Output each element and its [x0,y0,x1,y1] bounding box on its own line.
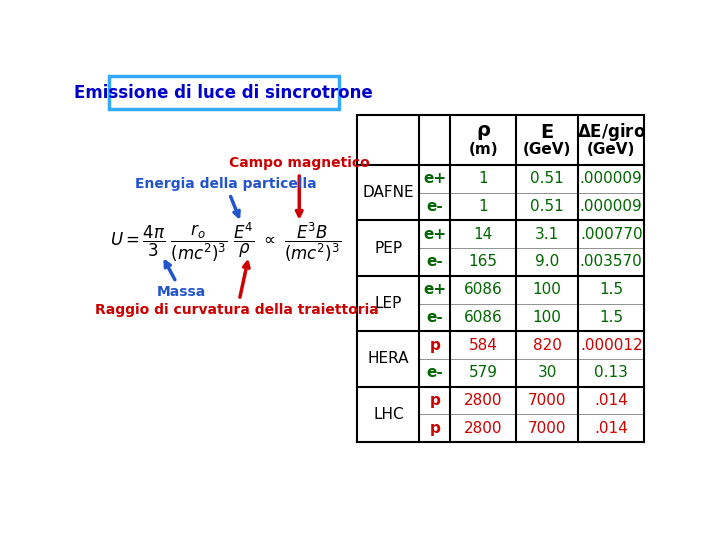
Text: e-: e- [426,254,444,269]
Text: 2800: 2800 [464,421,503,436]
Text: 7000: 7000 [528,393,567,408]
Text: 584: 584 [469,338,498,353]
Text: (GeV): (GeV) [523,141,572,157]
Text: .000012: .000012 [580,338,642,353]
Text: 1.5: 1.5 [599,310,624,325]
Text: LEP: LEP [374,296,402,311]
Text: PEP: PEP [374,240,402,255]
Text: 14: 14 [474,227,493,242]
FancyBboxPatch shape [109,76,339,110]
Text: 0.13: 0.13 [594,365,628,380]
Text: 1: 1 [479,199,488,214]
Text: (GeV): (GeV) [587,141,635,157]
Text: Emissione di luce di sincrotrone: Emissione di luce di sincrotrone [74,84,373,102]
Text: 6086: 6086 [464,282,503,297]
Text: 0.51: 0.51 [531,199,564,214]
Text: $\bf{\rho}$: $\bf{\rho}$ [476,123,491,141]
Text: p: p [429,338,441,353]
Text: e+: e+ [423,227,446,242]
Text: 100: 100 [533,310,562,325]
Text: $\bf{\Delta}$E/giro: $\bf{\Delta}$E/giro [577,121,646,143]
Text: $\bf{E}$: $\bf{E}$ [540,123,554,141]
Text: 7000: 7000 [528,421,567,436]
Text: Raggio di curvatura della traiettoria: Raggio di curvatura della traiettoria [95,262,379,316]
Text: 0.51: 0.51 [531,171,564,186]
Text: (m): (m) [469,141,498,157]
Text: Energia della particella: Energia della particella [135,177,316,217]
Text: $U = \dfrac{4\pi}{3}\ \dfrac{r_o}{(mc^2)^3}\ \dfrac{E^4}{\rho}\ \propto\ \dfrac{: $U = \dfrac{4\pi}{3}\ \dfrac{r_o}{(mc^2)… [110,220,341,264]
Text: e-: e- [426,199,444,214]
Text: .000770: .000770 [580,227,642,242]
Text: p: p [429,421,441,436]
Text: 579: 579 [469,365,498,380]
Text: 1: 1 [479,171,488,186]
Text: e+: e+ [423,282,446,297]
Text: 1.5: 1.5 [599,282,624,297]
Text: .000009: .000009 [580,171,642,186]
Text: p: p [429,393,441,408]
Text: 2800: 2800 [464,393,503,408]
Text: HERA: HERA [368,352,409,367]
Text: DAFNE: DAFNE [363,185,414,200]
Text: e-: e- [426,365,444,380]
Text: 165: 165 [469,254,498,269]
Text: LHC: LHC [373,407,404,422]
Text: e-: e- [426,310,444,325]
Text: 6086: 6086 [464,310,503,325]
Text: .014: .014 [594,421,628,436]
Text: e+: e+ [423,171,446,186]
Text: 820: 820 [533,338,562,353]
Text: 9.0: 9.0 [535,254,559,269]
Text: 100: 100 [533,282,562,297]
Text: Massa: Massa [157,262,206,299]
Text: .000009: .000009 [580,199,642,214]
Text: 30: 30 [538,365,557,380]
Text: .014: .014 [594,393,628,408]
Text: Campo magnetico: Campo magnetico [229,157,369,216]
Text: 3.1: 3.1 [535,227,559,242]
Text: .003570: .003570 [580,254,642,269]
